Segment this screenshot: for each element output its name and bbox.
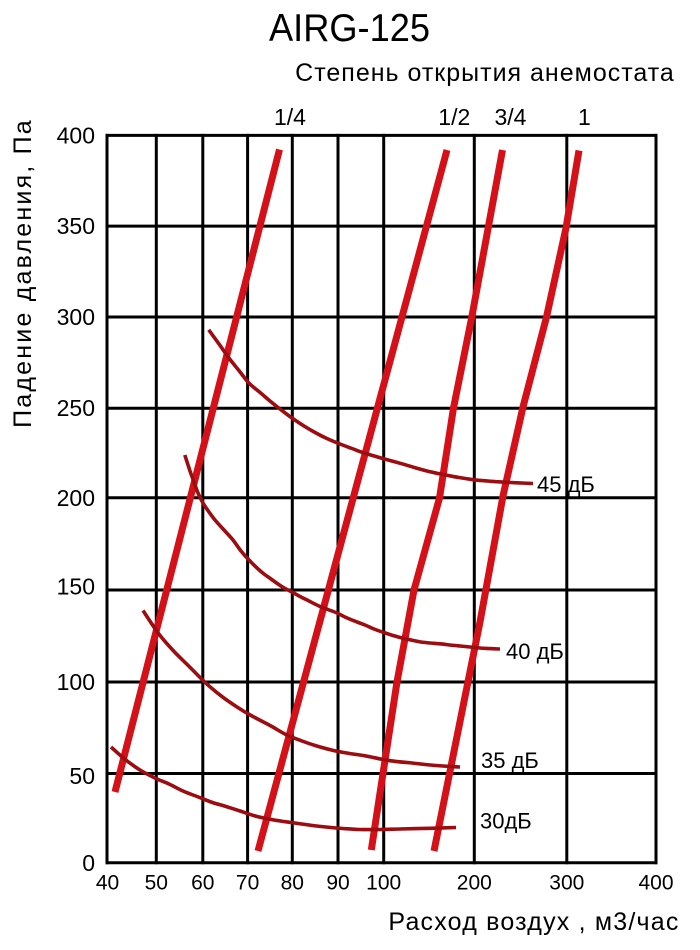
svg-text:30дБ: 30дБ (480, 809, 532, 834)
svg-text:60: 60 (191, 872, 214, 895)
svg-text:1: 1 (578, 104, 591, 130)
svg-text:50: 50 (69, 763, 95, 789)
svg-text:35 дБ: 35 дБ (481, 748, 539, 773)
svg-text:AIRG-125: AIRG-125 (269, 7, 430, 50)
svg-text:150: 150 (57, 574, 95, 600)
svg-text:70: 70 (236, 872, 259, 895)
svg-text:1/2: 1/2 (438, 104, 470, 130)
svg-text:200: 200 (57, 485, 95, 511)
svg-text:50: 50 (145, 872, 168, 895)
svg-text:3/4: 3/4 (495, 104, 527, 130)
svg-text:400: 400 (638, 872, 673, 895)
svg-text:80: 80 (281, 872, 304, 895)
svg-text:250: 250 (57, 395, 95, 421)
svg-text:200: 200 (457, 872, 492, 895)
svg-text:400: 400 (57, 122, 95, 148)
svg-text:1/4: 1/4 (274, 104, 306, 130)
svg-text:300: 300 (57, 304, 95, 330)
svg-text:45 дБ: 45 дБ (537, 472, 595, 497)
svg-text:40: 40 (96, 872, 119, 895)
svg-text:Расход воздух , м3/час: Расход воздух , м3/час (388, 908, 679, 936)
svg-text:Падение давления, Па: Падение давления, Па (9, 118, 37, 428)
svg-text:300: 300 (549, 872, 584, 895)
svg-text:90: 90 (326, 872, 349, 895)
svg-text:Степень открытия анемостата: Степень открытия анемостата (295, 59, 675, 87)
svg-text:100: 100 (366, 872, 401, 895)
svg-text:0: 0 (82, 850, 95, 876)
svg-text:100: 100 (57, 669, 95, 695)
svg-text:350: 350 (57, 213, 95, 239)
svg-text:40 дБ: 40 дБ (506, 639, 564, 664)
